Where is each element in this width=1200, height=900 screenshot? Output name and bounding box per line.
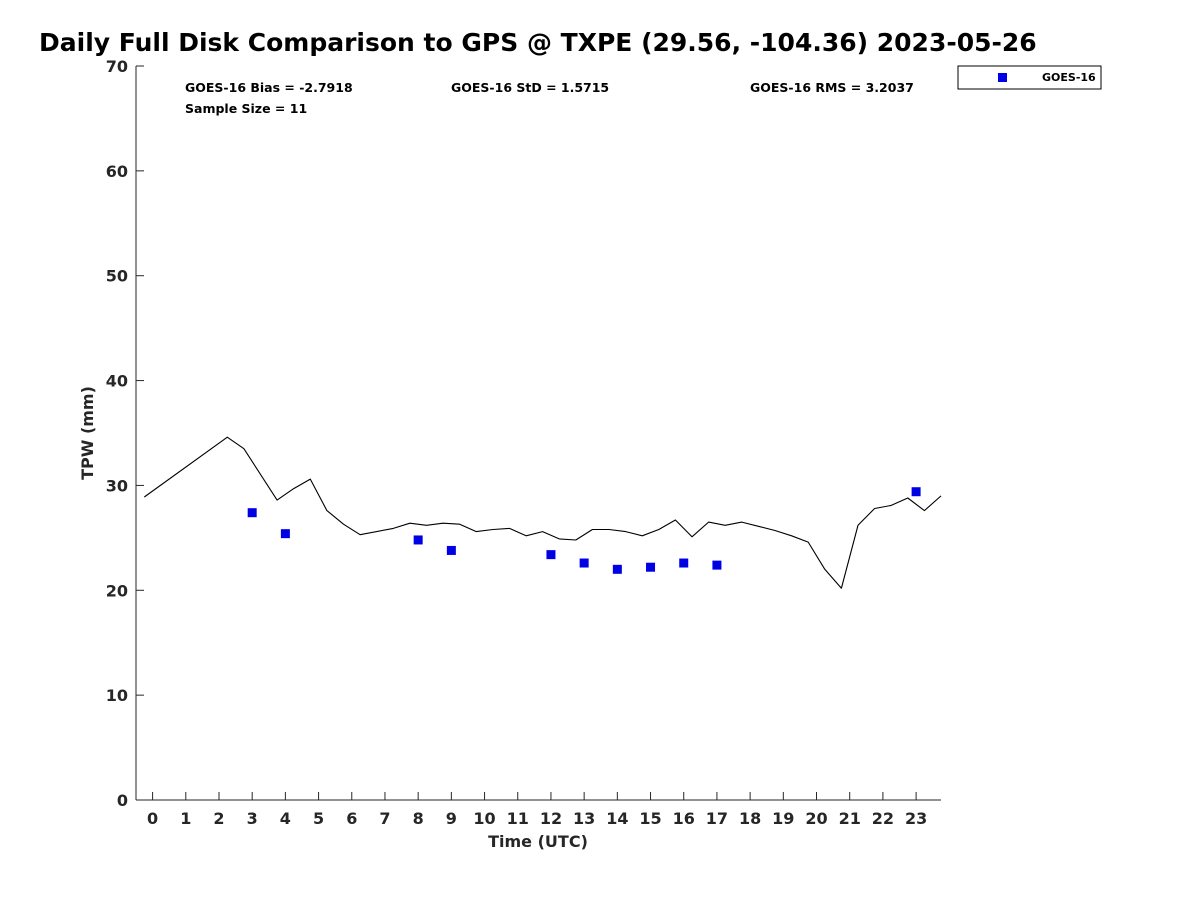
stat-rms: GOES-16 RMS = 3.2037: [750, 80, 914, 95]
y-axis-ticks: 0 10 20 30 40 50 60 70: [106, 57, 144, 810]
x-tick-label: 3: [247, 809, 258, 828]
x-tick-label: 21: [839, 809, 861, 828]
x-tick-label: 12: [540, 809, 562, 828]
data-point-goes16: [247, 508, 257, 518]
x-tick-label: 6: [346, 809, 357, 828]
data-point-goes16: [446, 545, 456, 555]
x-tick-label: 11: [507, 809, 529, 828]
y-tick-label: 40: [106, 372, 128, 391]
x-tick-label: 20: [805, 809, 827, 828]
x-tick-label: 15: [639, 809, 661, 828]
data-point-goes16: [612, 564, 622, 574]
reference-series-line: [143, 436, 942, 589]
x-tick-label: 23: [905, 809, 927, 828]
chart-title: Daily Full Disk Comparison to GPS @ TXPE…: [39, 28, 1037, 57]
y-tick-label: 30: [106, 476, 128, 495]
legend-label-goes16: GOES-16: [1042, 71, 1096, 84]
x-tick-label: 2: [213, 809, 224, 828]
x-axis-ticks: 0 1 2 3 4 5 6 7 8 9 10 11 12 13 14 15 16 17 18 19 20 21 22 23: [147, 792, 927, 828]
stat-sample-size: Sample Size = 11: [185, 101, 307, 116]
plot-axes: [135, 66, 941, 801]
y-tick-label: 0: [117, 791, 128, 810]
x-tick-label: 4: [280, 809, 291, 828]
legend-box: [957, 65, 1102, 90]
scatter-point-layer: [247, 487, 921, 574]
y-axis-label: TPW (mm): [78, 386, 97, 480]
data-point-goes16: [546, 550, 556, 560]
x-tick-label: 10: [473, 809, 495, 828]
x-tick-label: 7: [379, 809, 390, 828]
y-tick-label: 50: [106, 267, 128, 286]
y-tick-label: 60: [106, 162, 128, 181]
x-tick-label: 19: [772, 809, 794, 828]
reference-line-layer: [143, 436, 942, 589]
x-tick-label: 14: [606, 809, 628, 828]
data-point-goes16: [280, 529, 290, 539]
x-tick-label: 5: [313, 809, 324, 828]
x-axis-label: Time (UTC): [488, 832, 588, 851]
x-tick-label: 9: [446, 809, 457, 828]
x-tick-label: 16: [673, 809, 695, 828]
data-point-goes16: [646, 562, 656, 572]
data-point-goes16: [911, 487, 921, 497]
stat-std: GOES-16 StD = 1.5715: [451, 80, 609, 95]
y-tick-label: 70: [106, 57, 128, 76]
data-point-goes16: [413, 535, 423, 545]
x-tick-label: 8: [413, 809, 424, 828]
y-tick-label: 20: [106, 581, 128, 600]
x-tick-label: 13: [573, 809, 595, 828]
legend: GOES-16: [957, 65, 1102, 90]
data-point-goes16: [712, 560, 722, 570]
x-tick-label: 18: [739, 809, 761, 828]
y-tick-label: 10: [106, 686, 128, 705]
data-point-goes16: [579, 558, 589, 568]
x-tick-label: 1: [180, 809, 191, 828]
x-tick-label: 22: [872, 809, 894, 828]
stat-bias: GOES-16 Bias = -2.7918: [185, 80, 353, 95]
x-tick-label: 0: [147, 809, 158, 828]
data-point-goes16: [679, 558, 689, 568]
x-tick-label: 17: [706, 809, 728, 828]
legend-marker-goes16: [998, 73, 1007, 82]
